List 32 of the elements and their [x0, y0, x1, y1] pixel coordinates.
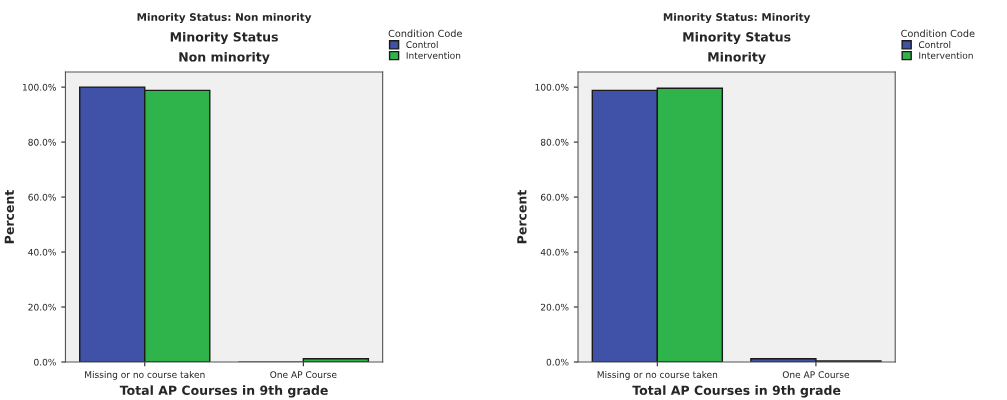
legend-label: Intervention: [919, 51, 973, 59]
y-tick-label: 60.0%: [28, 193, 56, 201]
legend-title: Condition Code: [388, 29, 462, 38]
y-tick-label: 20.0%: [540, 303, 569, 311]
legend-label: Intervention: [406, 51, 461, 59]
y-axis-title: Percent: [517, 190, 527, 244]
text: Non minority: [179, 51, 270, 65]
chart-subtitle: Minority Status: [683, 31, 791, 45]
y-axis-title: Percent: [4, 190, 15, 244]
legend-label: Control: [406, 41, 438, 49]
y-tick-label: 40.0%: [540, 248, 569, 256]
chart-subtitle: Minority Status: [170, 31, 278, 45]
y-tick-label: 0.0%: [546, 358, 569, 366]
chart-title: Minority Status: Non minority: [137, 12, 312, 24]
y-tick-label: 0.0%: [34, 358, 56, 366]
x-tick-label: One AP Course: [782, 371, 850, 379]
y-tick-label: 80.0%: [540, 138, 569, 146]
x-tick-label: Missing or no course taken: [597, 371, 718, 380]
legend-title: Condition Code: [901, 29, 975, 38]
y-tick-label: 40.0%: [28, 248, 56, 256]
y-tick-label: 60.0%: [540, 193, 569, 201]
chart-title: Minority Status: Minority: [663, 12, 811, 24]
x-axis-title: Total AP Courses in 9th grade: [632, 385, 841, 398]
y-tick-label: 100.0%: [23, 83, 56, 91]
legend-label: Control: [918, 41, 951, 49]
x-tick-label: One AP Course: [270, 371, 337, 379]
x-tick-label: Missing or no course taken: [85, 371, 205, 380]
y-tick-label: 20.0%: [28, 303, 56, 311]
y-tick-label: 80.0%: [28, 138, 56, 146]
x-axis-title: Total AP Courses in 9th grade: [119, 385, 328, 398]
text: Minority: [708, 51, 766, 65]
y-tick-label: 100.0%: [535, 83, 569, 91]
